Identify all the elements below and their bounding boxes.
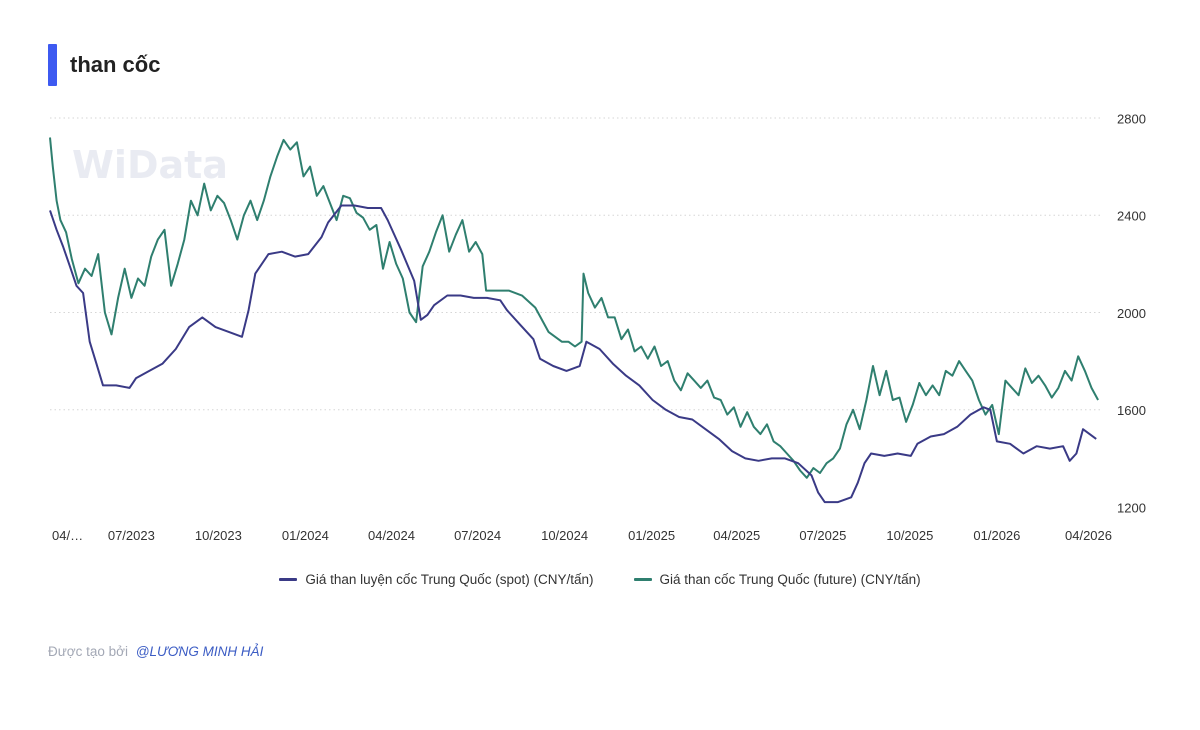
x-tick-label-1: 07/2023 <box>108 528 155 543</box>
x-tick-label-3: 01/2024 <box>282 528 329 543</box>
y-tick-label-2800: 2800 <box>1117 111 1146 126</box>
x-tick-label-7: 01/2025 <box>628 528 675 543</box>
title-accent-bar <box>48 44 57 86</box>
y-tick-label-2400: 2400 <box>1117 209 1146 224</box>
page-title: than cốc <box>70 52 161 77</box>
series-lines <box>49 137 1099 504</box>
y-tick-label-1600: 1600 <box>1117 403 1146 418</box>
series-line-0[interactable] <box>49 204 1097 504</box>
x-tick-label-11: 01/2026 <box>973 528 1020 543</box>
legend-swatch-future <box>633 578 652 581</box>
x-axis: 04/… 07/2023 10/2023 01/2024 04/2024 07/2024 1… <box>52 528 1112 543</box>
x-tick-label-9: 07/2025 <box>799 528 846 543</box>
legend-label-future: Giá than cốc Trung Quốc (future) (CNY/tấ… <box>659 572 921 587</box>
x-tick-label-2: 10/2023 <box>195 528 242 543</box>
legend-item-future[interactable]: Giá than cốc Trung Quốc (future) (CNY/tấ… <box>633 572 921 587</box>
author-link[interactable]: @LƯƠNG MINH HẢI <box>135 644 264 659</box>
footer-prefix: Được tạo bởi <box>48 644 129 659</box>
legend: Giá than luyện cốc Trung Quốc (spot) (CN… <box>0 572 1200 587</box>
series-line-1[interactable] <box>49 137 1099 479</box>
x-tick-label-4: 04/2024 <box>368 528 415 543</box>
line-chart: WiData 1200 1600 2000 2400 2800 04/… 07/2023 1… <box>49 111 1146 543</box>
y-tick-label-1200: 1200 <box>1117 500 1146 515</box>
x-tick-label-0: 04/… <box>52 528 83 543</box>
legend-label-spot: Giá than luyện cốc Trung Quốc (spot) (CN… <box>305 572 594 587</box>
x-tick-label-5: 07/2024 <box>454 528 501 543</box>
x-tick-label-8: 04/2025 <box>713 528 760 543</box>
legend-swatch-spot <box>279 578 298 581</box>
footer-credit: Được tạo bởi @LƯƠNG MINH HẢI <box>48 644 263 659</box>
x-tick-label-10: 10/2025 <box>886 528 933 543</box>
chart-title-block: than cốc <box>48 44 160 86</box>
legend-item-spot[interactable]: Giá than luyện cốc Trung Quốc (spot) (CN… <box>279 572 594 587</box>
y-tick-label-2000: 2000 <box>1117 306 1146 321</box>
x-tick-label-6: 10/2024 <box>541 528 588 543</box>
y-axis: 1200 1600 2000 2400 2800 <box>1117 111 1146 515</box>
watermark-logo: WiData <box>72 143 228 187</box>
x-tick-label-12: 04/2026 <box>1065 528 1112 543</box>
